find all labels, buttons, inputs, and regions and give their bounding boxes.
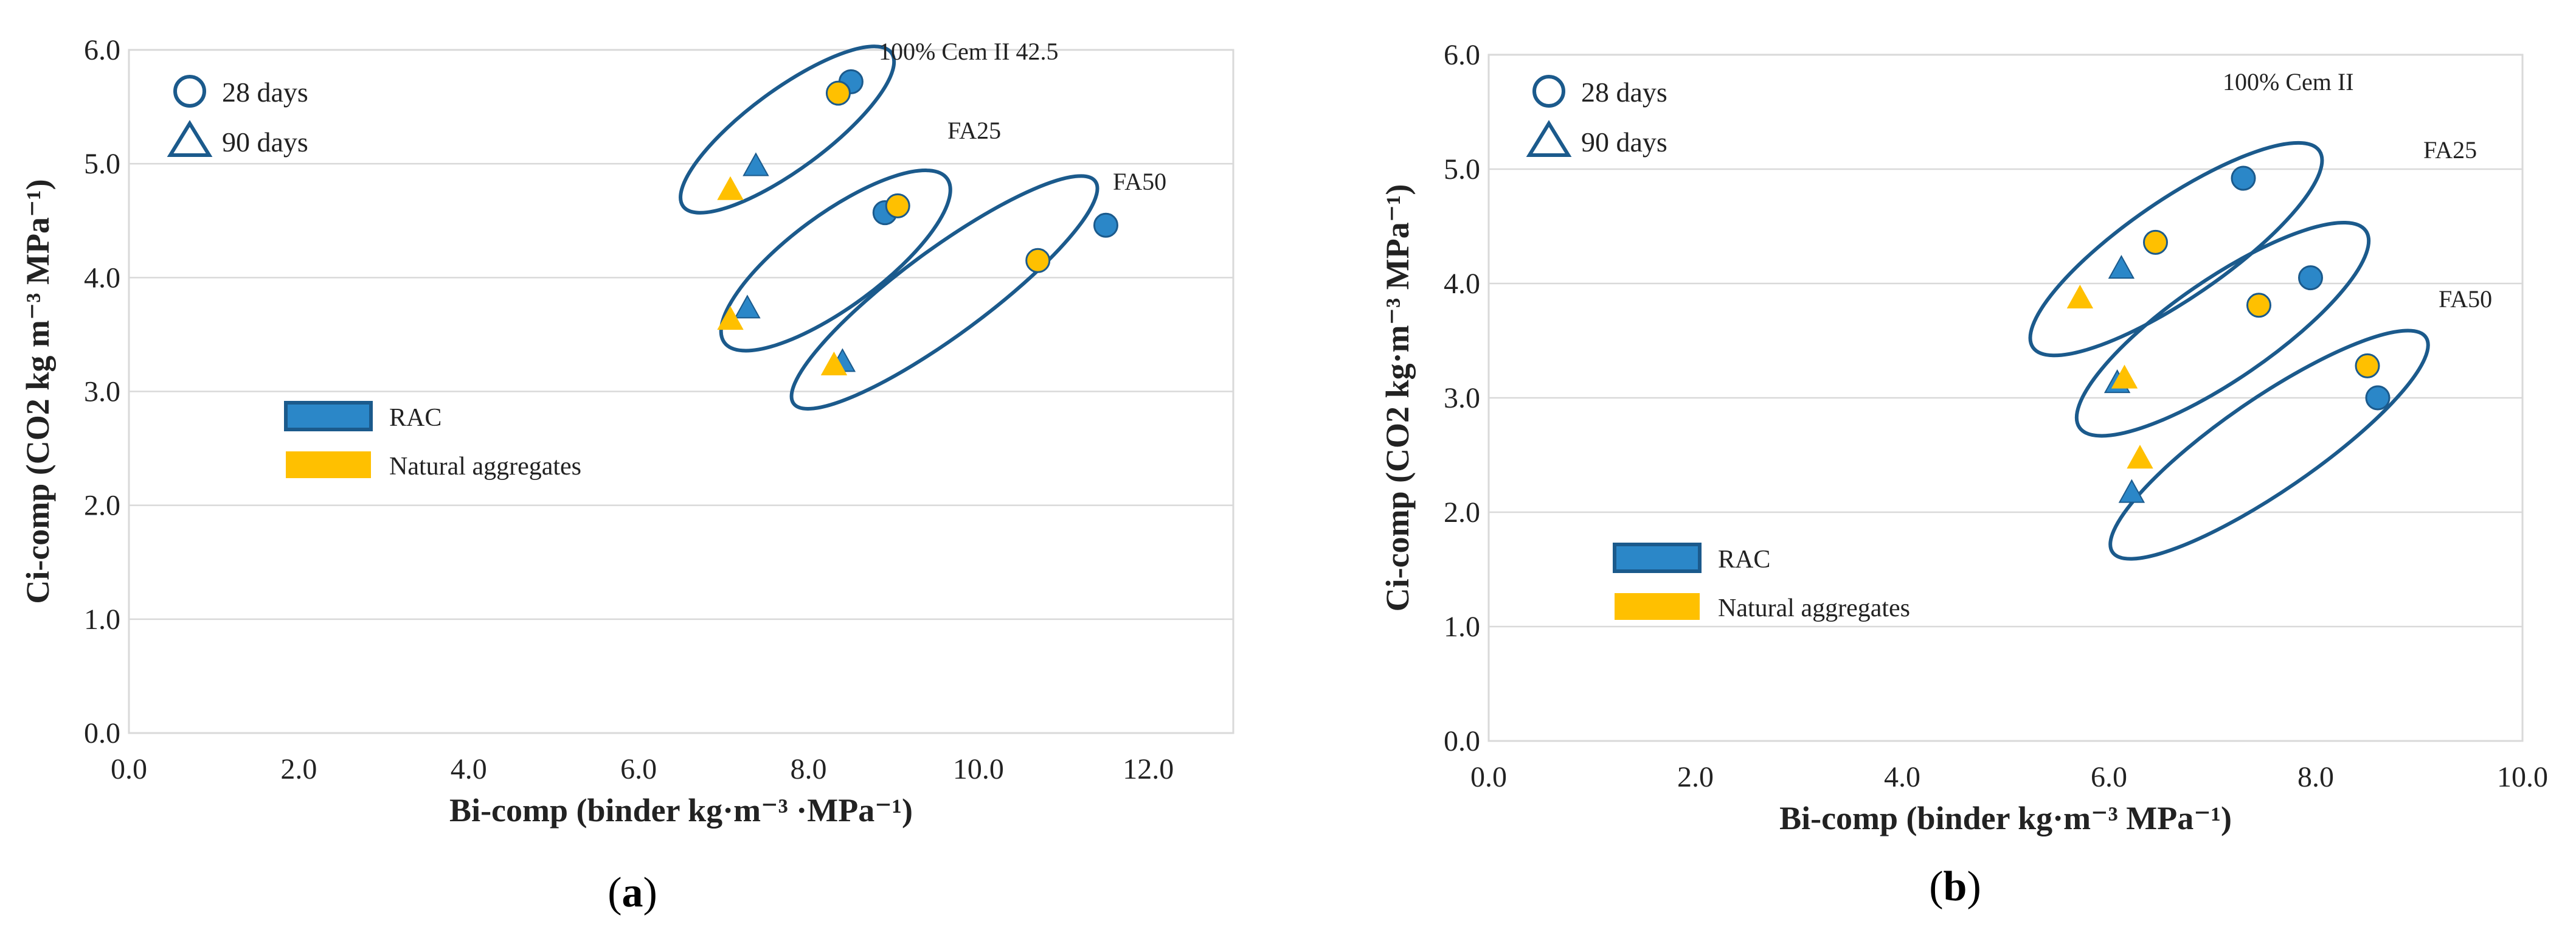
y-tick-label: 5.0 xyxy=(1444,153,1480,186)
legend-circle-icon xyxy=(1532,75,1565,108)
x-axis-title: Bi-comp (binder kg·m⁻³ ·MPa⁻¹) xyxy=(449,792,913,829)
y-tick-label: 2.0 xyxy=(1444,496,1480,529)
group-ellipse xyxy=(679,44,896,215)
chart-panel-b: 0.0 1.0 2.0 3.0 4.0 5.0 6.0 0.0 2.0 4.0 6.0 8.0 10.0… xyxy=(1379,39,2548,910)
x-tick-label: 6.0 xyxy=(2091,761,2127,793)
legend-label: RAC xyxy=(389,404,441,432)
data-point-circle xyxy=(2143,229,2168,255)
data-point-triangle xyxy=(717,306,744,330)
y-tick-label: 5.0 xyxy=(84,148,120,180)
group-label: FA50 xyxy=(1113,168,1166,195)
y-tick-label: 3.0 xyxy=(1444,382,1480,414)
group-label: FA50 xyxy=(2439,285,2492,313)
data-point-triangle xyxy=(820,351,848,376)
group-label: 100% Cem II xyxy=(2223,68,2354,96)
group-ellipse xyxy=(2028,141,2324,358)
x-tick-label: 4.0 xyxy=(1884,761,1920,793)
legend-swatch xyxy=(1613,543,1702,573)
data-point-circle xyxy=(885,193,910,218)
legend-label: 28 days xyxy=(222,77,308,108)
x-tick-label: 4.0 xyxy=(451,753,487,785)
legend-label: Natural aggregates xyxy=(1718,594,1910,622)
group-label: 100% Cem II 42.5 xyxy=(879,38,1059,65)
legend-swatch xyxy=(284,401,373,431)
group-ellipse xyxy=(719,169,952,353)
legend-swatch xyxy=(1615,593,1700,620)
y-tick-label: 2.0 xyxy=(84,490,120,522)
group-label: FA25 xyxy=(947,117,1001,144)
chart-panel-a: 0.0 1.0 2.0 3.0 4.0 5.0 6.0 0.0 2.0 4.0 6.0 8.0 10.0… xyxy=(19,34,1234,916)
data-point-circle xyxy=(1025,248,1051,273)
group-ellipse xyxy=(2108,328,2430,561)
x-tick-label: 0.0 xyxy=(1470,761,1507,793)
data-point-triangle xyxy=(743,152,769,176)
legend-circle-icon xyxy=(173,75,206,108)
y-tick-label: 1.0 xyxy=(84,603,120,636)
legend-triangle-icon xyxy=(167,120,213,157)
data-point-circle xyxy=(825,80,851,106)
x-tick-label: 10.0 xyxy=(2497,761,2548,793)
data-point-triangle xyxy=(2108,255,2135,279)
y-tick-label: 6.0 xyxy=(84,34,120,66)
legend-label: 90 days xyxy=(222,127,308,158)
y-axis-title: Ci-comp (CO2 kg·m⁻³ MPa⁻¹) xyxy=(1379,184,1416,612)
data-point-circle xyxy=(2298,265,2323,291)
group-ellipse xyxy=(789,174,1099,411)
legend-triangle-icon xyxy=(1526,120,1572,157)
x-tick-label: 6.0 xyxy=(620,753,657,785)
data-point-circle xyxy=(2365,385,2391,411)
y-tick-label: 6.0 xyxy=(1444,39,1480,71)
data-point-triangle xyxy=(2127,445,2153,469)
panel-letter: a xyxy=(622,869,643,916)
panel-label: (a) xyxy=(608,869,657,916)
data-point-triangle xyxy=(2118,479,2145,503)
legend-label: 90 days xyxy=(1581,127,1667,158)
y-tick-label: 4.0 xyxy=(1444,268,1480,300)
group-ellipse xyxy=(2074,220,2371,438)
legend-label: 28 days xyxy=(1581,77,1667,108)
y-axis-title: Ci-comp (CO2 kg m⁻³ MPa⁻¹) xyxy=(19,179,56,603)
y-tick-label: 0.0 xyxy=(84,717,120,749)
panel-letter: b xyxy=(1944,863,1967,910)
data-point-triangle xyxy=(2066,284,2094,308)
data-point-triangle xyxy=(734,294,761,319)
y-tick-label: 1.0 xyxy=(1444,611,1480,643)
group-label: FA25 xyxy=(2423,136,2477,164)
panel-label: (b) xyxy=(1929,863,1981,910)
legend-swatch xyxy=(286,451,371,478)
data-point-triangle xyxy=(2111,364,2138,389)
data-point-circle xyxy=(2231,165,2256,191)
data-point-triangle xyxy=(717,176,744,200)
x-tick-label: 2.0 xyxy=(280,753,317,785)
legend-label: Natural aggregates xyxy=(389,453,581,481)
legend-label: RAC xyxy=(1718,546,1770,574)
x-tick-label: 2.0 xyxy=(1677,761,1714,793)
data-point-circle xyxy=(2246,293,2271,318)
y-tick-label: 3.0 xyxy=(84,376,120,408)
data-point-circle xyxy=(1093,212,1118,238)
x-tick-label: 8.0 xyxy=(791,753,827,785)
data-point-circle xyxy=(2355,353,2380,378)
y-tick-label: 0.0 xyxy=(1444,725,1480,757)
x-tick-label: 10.0 xyxy=(953,753,1004,785)
x-tick-label: 12.0 xyxy=(1123,753,1174,785)
x-axis-title: Bi-comp (binder kg·m⁻³ MPa⁻¹) xyxy=(1779,800,2232,836)
x-tick-label: 0.0 xyxy=(111,753,147,785)
y-tick-label: 4.0 xyxy=(84,262,120,294)
x-tick-label: 8.0 xyxy=(2297,761,2334,793)
